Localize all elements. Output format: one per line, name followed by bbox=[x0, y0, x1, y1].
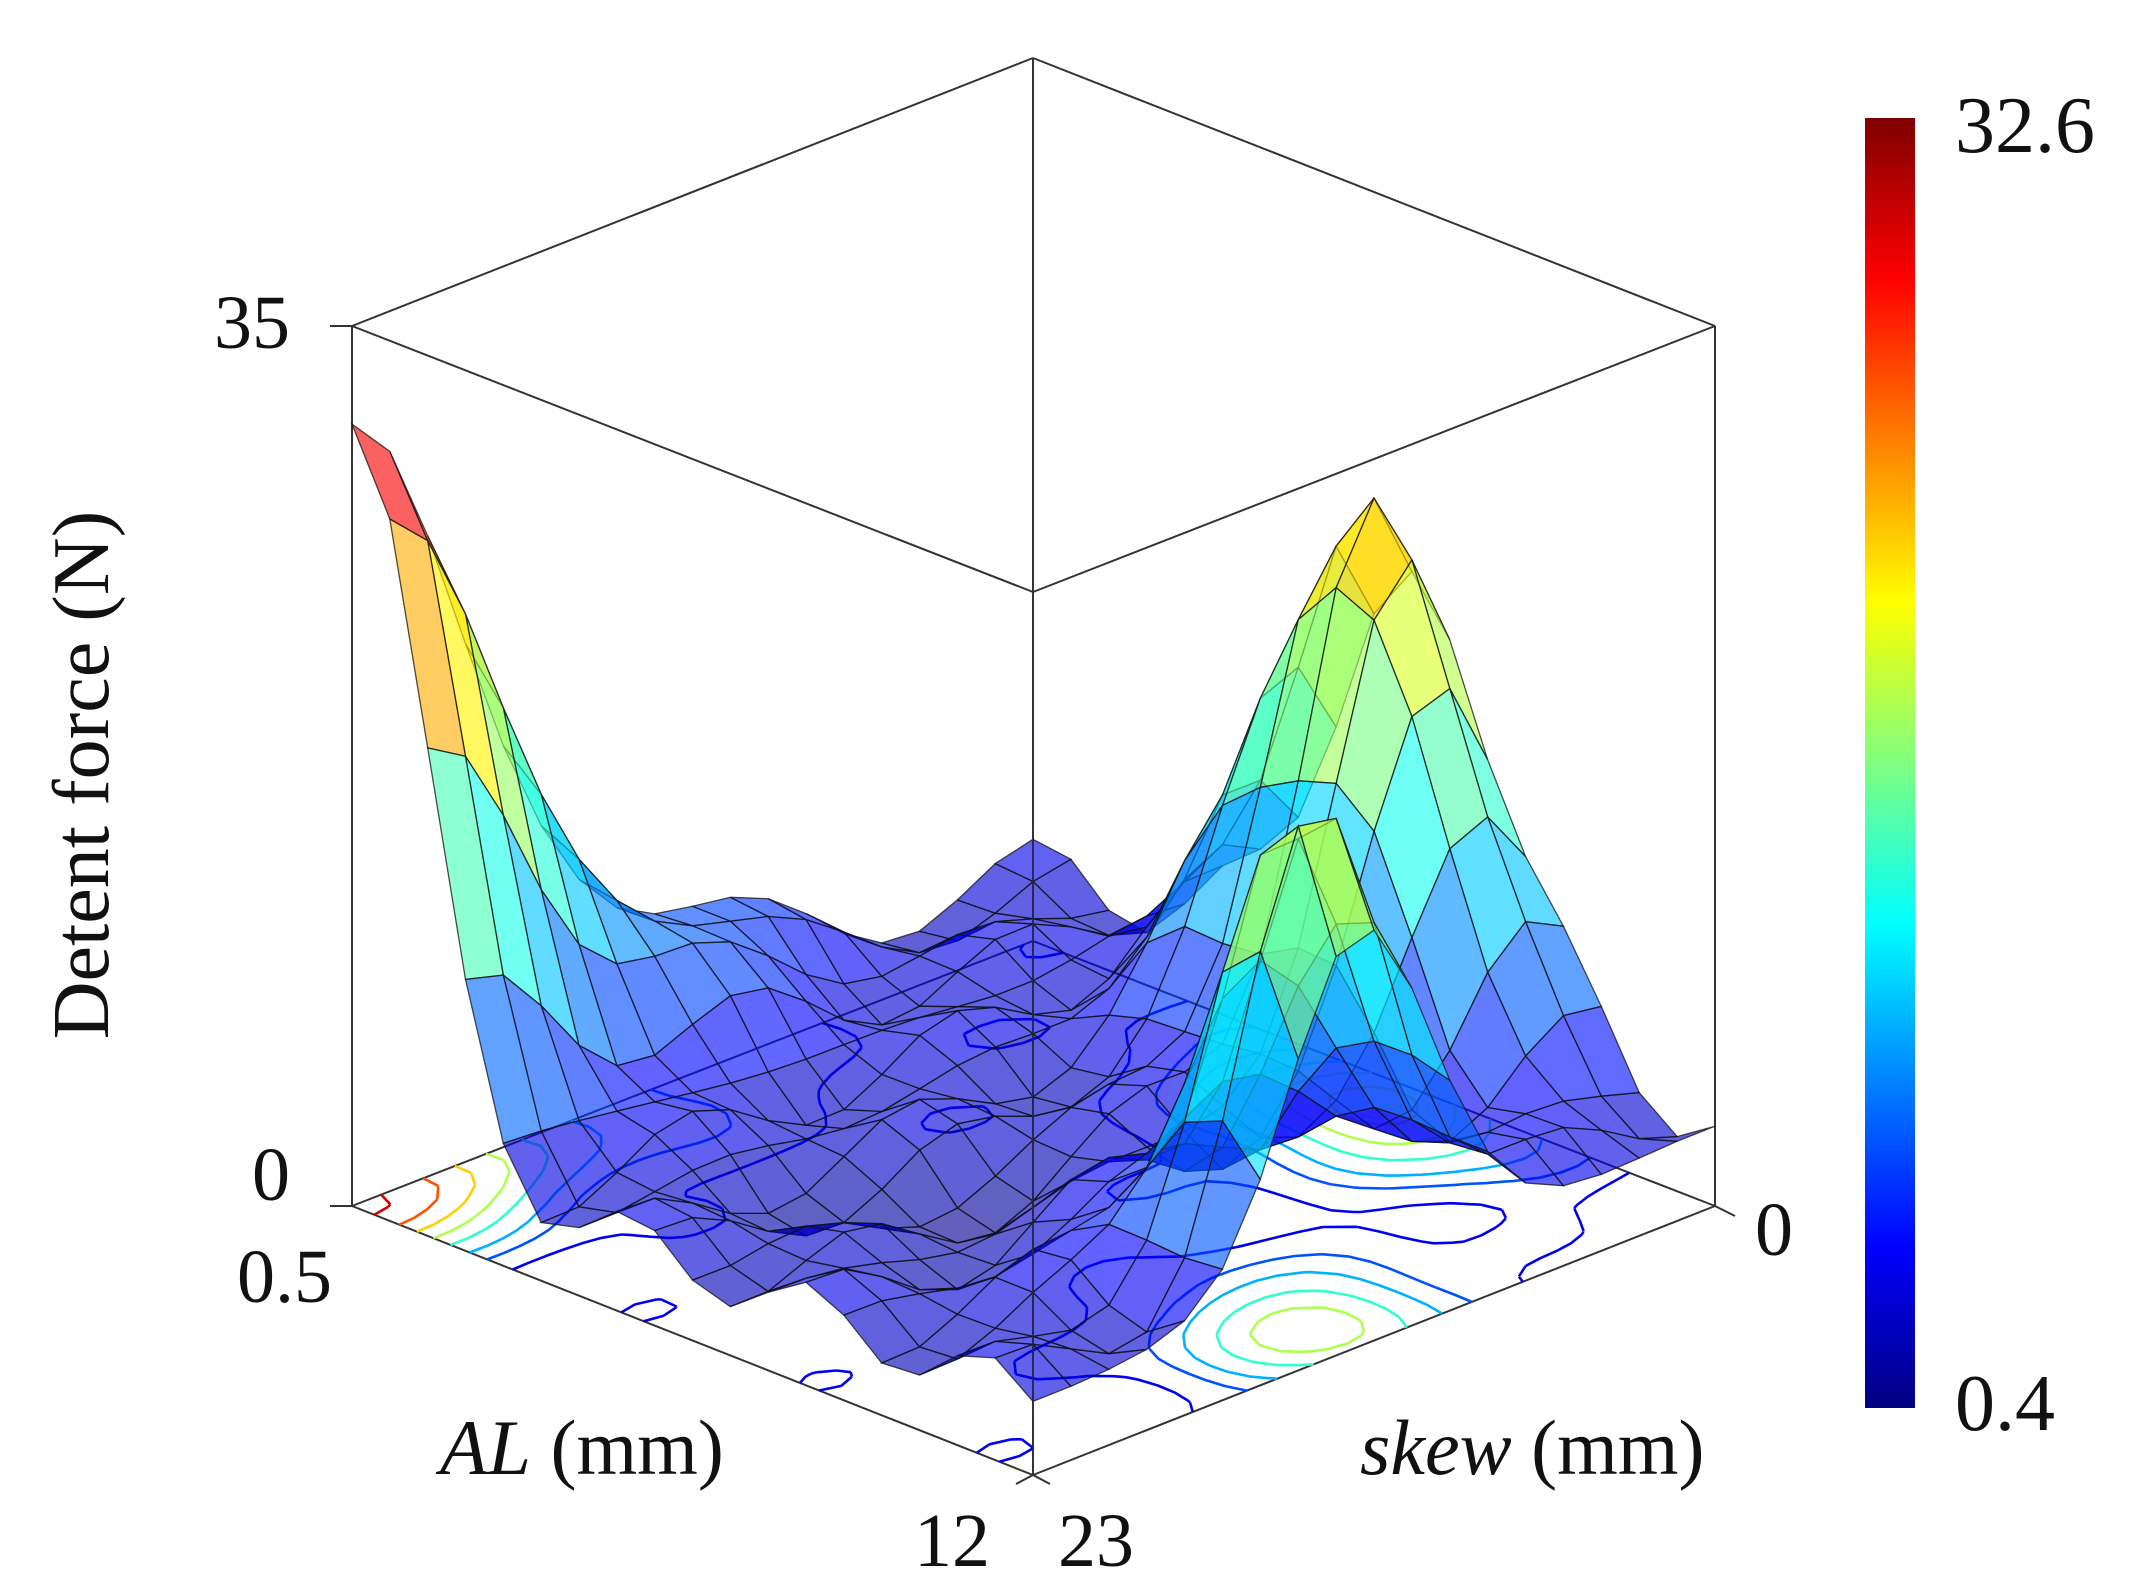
surface-mesh bbox=[350, 422, 1716, 1403]
tick-marks bbox=[330, 325, 1736, 1485]
x-tick-max: 12 bbox=[914, 1499, 990, 1583]
x-tick-min: 0.5 bbox=[237, 1235, 332, 1319]
colorbar-max-label: 32.6 bbox=[1955, 82, 2095, 170]
y-axis-title: skew (mm) bbox=[1360, 1404, 1704, 1491]
y-tick-min: 0 bbox=[1755, 1188, 1793, 1272]
z-axis-title: Detent force (N) bbox=[38, 511, 126, 1040]
colorbar bbox=[1865, 118, 1915, 1408]
z-tick-max: 35 bbox=[214, 281, 290, 365]
z-tick-min: 0 bbox=[252, 1133, 290, 1217]
contour-line bbox=[398, 1177, 440, 1226]
x-axis-title: AL (mm) bbox=[435, 1404, 724, 1491]
y-tick-max: 23 bbox=[1058, 1499, 1134, 1583]
colorbar-min-label: 0.4 bbox=[1955, 1360, 2055, 1448]
contour-line bbox=[373, 1193, 392, 1216]
